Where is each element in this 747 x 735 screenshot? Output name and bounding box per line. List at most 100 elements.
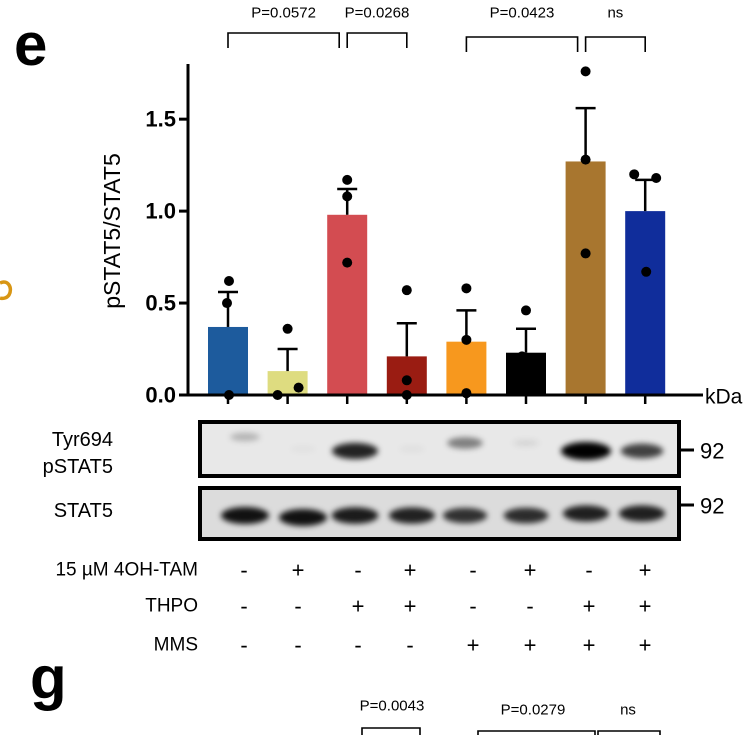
blot-2-band-lane-7 <box>562 505 610 522</box>
condition-3-lane-6: + <box>524 633 537 658</box>
data-point-bar-2-3 <box>293 382 304 393</box>
blot-1-band-lane-6 <box>512 439 540 447</box>
condition-2-lane-1: - <box>240 594 247 619</box>
data-point-bar-7-2 <box>580 154 591 165</box>
condition-1-lane-5: - <box>469 558 476 583</box>
blot-frame-2 <box>198 486 681 541</box>
blot-bands-2 <box>221 505 666 527</box>
treatment-table: 15 µM 4OH-TAM - + - + - + - + THPO - - + + - - + + MMS - - - -… <box>55 558 651 658</box>
blot-1-band-lane-8 <box>620 443 664 459</box>
panel-g-significance-label-1: P=0.0043 <box>360 698 425 715</box>
blot-2-band-lane-3 <box>331 507 379 524</box>
condition-label-1: 15 µM 4OH-TAM <box>55 560 198 581</box>
condition-1-lane-4: + <box>404 558 417 583</box>
bar-7 <box>565 161 606 395</box>
blot-1-band-lane-7 <box>561 442 611 460</box>
blot-2-band-lane-8 <box>618 505 666 522</box>
condition-3-lane-5: + <box>467 633 480 658</box>
panel-g-significance-label-3: ns <box>620 702 636 719</box>
condition-2-lane-5: - <box>469 594 476 619</box>
condition-2-lane-8: + <box>639 594 652 619</box>
blot-1-label-line-1: Tyr694 <box>52 429 113 451</box>
condition-1-lane-1: - <box>240 558 247 583</box>
blot-1-band-lane-5 <box>447 437 483 449</box>
bar-3 <box>327 214 368 395</box>
data-point-bar-1-1 <box>224 275 234 286</box>
condition-label-2: THPO <box>145 596 198 617</box>
condition-3-lane-7: + <box>583 633 596 658</box>
panel-g-brackets: P=0.0043 P=0.0279 ns <box>360 698 661 735</box>
panel-label-e: e <box>14 11 47 78</box>
blot-1-band-lane-3 <box>331 442 379 460</box>
panel-g-significance-bracket-1 <box>361 727 421 735</box>
bars <box>208 161 666 395</box>
blot-2-label-line-1: STAT5 <box>54 500 113 522</box>
blot-2-marker-size: 92 <box>700 494 724 519</box>
data-point-bar-5-2 <box>461 334 472 345</box>
bar-6 <box>506 352 546 395</box>
y-tick-label-2: 0.5 <box>145 291 176 316</box>
data-point-bar-7-3 <box>580 248 591 259</box>
data-point-bar-6-3 <box>529 386 539 397</box>
blot-frame-1 <box>198 420 681 478</box>
blot-1-marker-size: 92 <box>700 439 724 464</box>
significance-bracket-1 <box>227 32 340 48</box>
y-axis-label: pSTAT5/STAT5 <box>99 153 125 309</box>
data-point-bar-6-2 <box>517 351 527 362</box>
data-point-bar-4-1 <box>401 285 412 296</box>
panel-g-significance-bracket-2 <box>477 730 596 735</box>
significance-label-3: P=0.0423 <box>490 5 555 22</box>
data-point-bar-5-3 <box>461 388 472 399</box>
blot-2-band-lane-5 <box>442 507 488 524</box>
data-point-bar-2-1 <box>282 323 293 334</box>
significance-bracket-4 <box>584 36 646 52</box>
significance-bracket-3 <box>465 36 579 52</box>
data-point-bar-8-3 <box>641 266 652 277</box>
cropped-orange-mark <box>0 280 13 301</box>
condition-1-lane-3: - <box>354 558 361 583</box>
condition-2-lane-2: - <box>294 594 301 619</box>
panel-g-significance-label-2: P=0.0279 <box>501 702 566 719</box>
data-point-bar-7-1 <box>580 66 591 77</box>
blot-bands-1 <box>230 432 664 460</box>
condition-1-lane-2: + <box>292 558 305 583</box>
y-tick-label-4: 1.5 <box>145 107 176 132</box>
data-point-bar-6-1 <box>521 305 531 316</box>
condition-3-lane-2: - <box>294 633 301 658</box>
significance-brackets: P=0.0572 P=0.0268 P=0.0423 ns <box>227 5 646 52</box>
data-points <box>222 66 662 400</box>
significance-label-1: P=0.0572 <box>251 5 316 22</box>
condition-1-lane-8: + <box>639 558 652 583</box>
data-point-bar-1-3 <box>224 390 234 400</box>
data-point-bar-8-1 <box>629 169 640 180</box>
blot-2-band-lane-1 <box>221 506 269 525</box>
blot-2-band-lane-2 <box>279 508 327 527</box>
condition-1-lane-6: + <box>524 558 537 583</box>
data-point-bar-5-1 <box>461 283 472 294</box>
data-point-bar-8-2 <box>651 173 662 184</box>
data-point-bar-3-1 <box>342 174 353 185</box>
condition-2-lane-3: + <box>352 594 365 619</box>
condition-1-lane-7: - <box>585 558 592 583</box>
condition-2-lane-6: - <box>526 594 533 619</box>
blot-2-band-lane-4 <box>388 507 436 524</box>
panel-g-significance-bracket-3 <box>597 730 661 735</box>
blot-1-band-lane-2 <box>291 446 316 452</box>
condition-2-lane-7: + <box>583 594 596 619</box>
axes: 0.0 0.5 1.0 1.5 <box>145 64 703 408</box>
blot-1-label-line-2: pSTAT5 <box>43 456 113 478</box>
bar-5 <box>446 341 487 395</box>
data-point-bar-3-2 <box>342 191 353 202</box>
kda-unit-label: kDa <box>705 386 743 409</box>
bar-8 <box>625 211 666 395</box>
data-point-bar-4-2 <box>401 375 412 386</box>
significance-label-4: ns <box>607 5 623 22</box>
significance-bracket-2 <box>346 32 408 48</box>
significance-label-2: P=0.0268 <box>345 5 410 22</box>
condition-3-lane-1: - <box>240 633 247 658</box>
condition-3-lane-4: - <box>406 633 413 658</box>
data-point-bar-4-3 <box>401 390 412 400</box>
condition-3-lane-8: + <box>639 633 652 658</box>
condition-2-lane-4: + <box>404 594 417 619</box>
